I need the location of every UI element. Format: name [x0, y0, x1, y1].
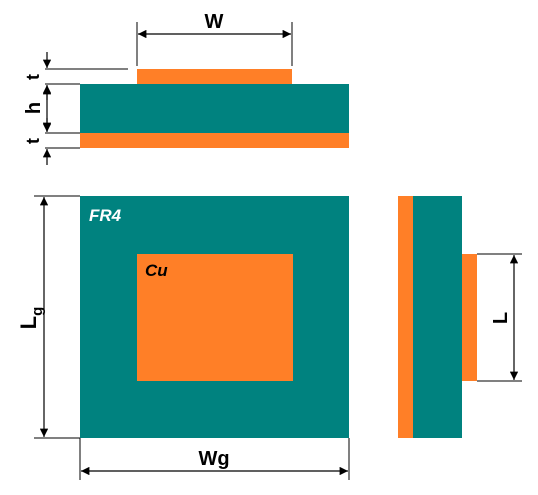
top-patch-side — [137, 69, 292, 84]
patch-material-label: Cu — [145, 261, 168, 280]
thickness-bottom-label: t — [23, 138, 43, 144]
patch-length-label: L — [490, 312, 512, 324]
patch-width-label: W — [205, 11, 224, 33]
side-view: W t h t — [23, 11, 349, 165]
patch-top-view — [137, 254, 293, 381]
ground-plane-right-view — [398, 196, 413, 438]
substrate-side — [80, 84, 349, 133]
ground-width-label: Wg — [198, 448, 229, 470]
patch-right-view — [462, 254, 477, 381]
top-view: FR4 Cu Lg Wg — [16, 195, 350, 480]
ground-length-subscript: g — [29, 307, 46, 316]
thickness-top-label: t — [23, 74, 43, 80]
right-side-view: L — [398, 196, 522, 438]
substrate-material-label: FR4 — [89, 206, 122, 225]
ground-length-label: Lg — [16, 307, 46, 330]
substrate-right-view — [413, 196, 462, 438]
ground-plane-side — [80, 133, 349, 148]
substrate-height-label: h — [23, 102, 45, 114]
